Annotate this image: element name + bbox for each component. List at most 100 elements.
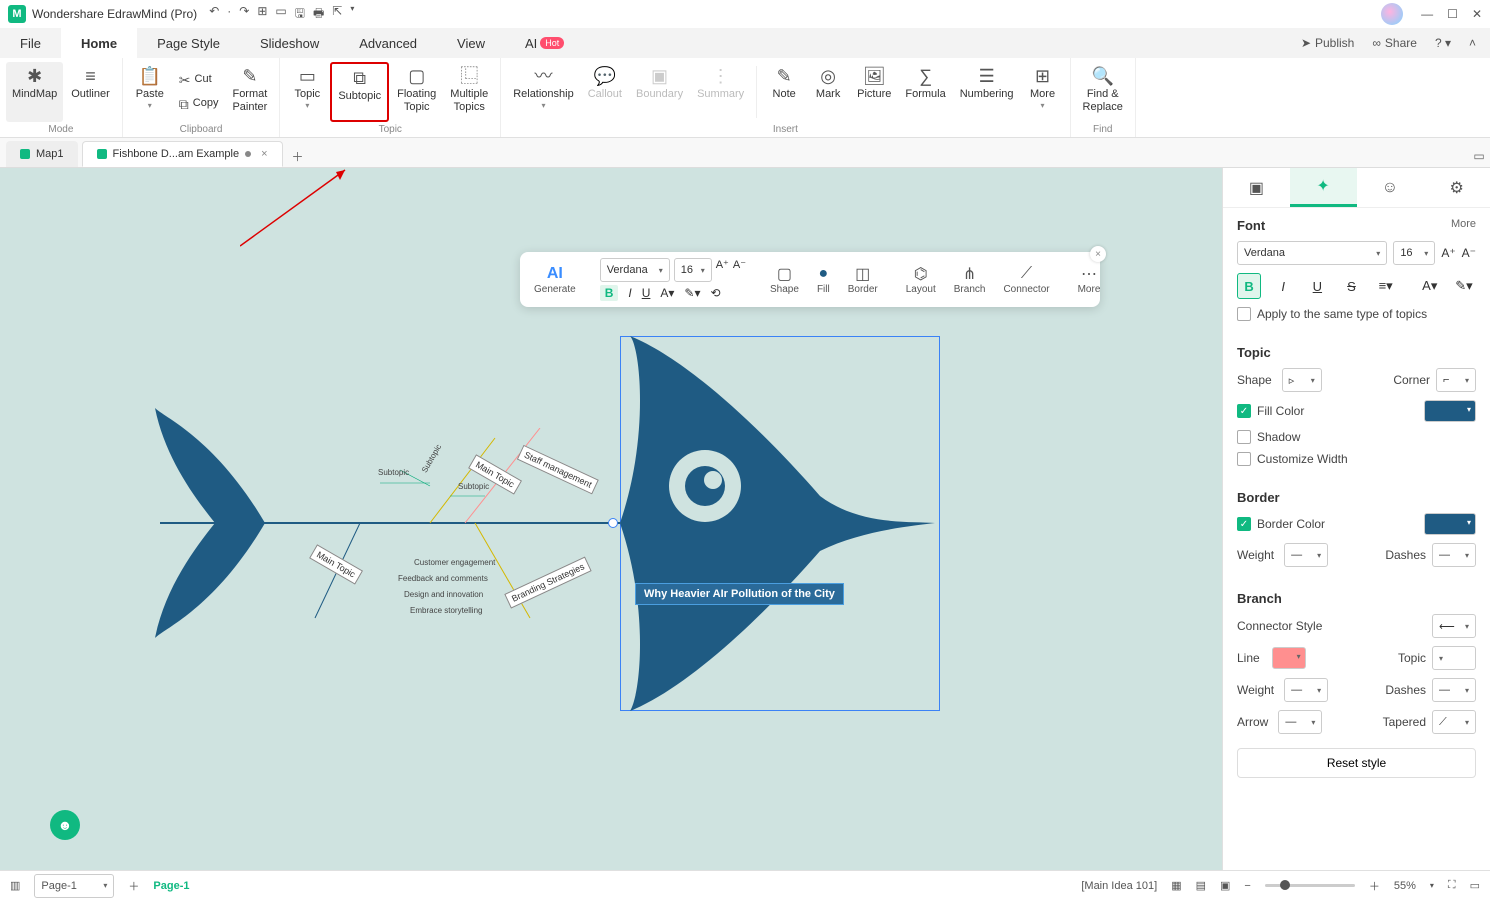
branch-dash-dd[interactable]: —▾	[1432, 678, 1476, 702]
new-icon[interactable]: ⊞	[257, 4, 267, 25]
note-button[interactable]: ✎Note	[763, 62, 805, 122]
format-painter-button[interactable]: ✎Format Painter	[226, 62, 273, 122]
menu-advanced[interactable]: Advanced	[339, 28, 437, 58]
multiple-topics-button[interactable]: ⿺Multiple Topics	[444, 62, 494, 122]
float-layout-button[interactable]: ⌬Layout	[898, 262, 944, 297]
formula-button[interactable]: ∑Formula	[899, 62, 951, 122]
find-replace-button[interactable]: 🔍Find & Replace	[1077, 62, 1129, 122]
publish-button[interactable]: ➤ Publish	[1301, 36, 1354, 50]
bold-button[interactable]: B	[600, 285, 619, 301]
leaf-1[interactable]: Customer engagement	[414, 558, 495, 567]
clear-format-button[interactable]: ⟲	[711, 286, 721, 300]
undo-icon[interactable]: ↶	[209, 4, 219, 25]
apply-same-chk[interactable]	[1237, 307, 1251, 321]
float-more-button[interactable]: ⋯More	[1070, 262, 1109, 297]
border-dash-dd[interactable]: —▾	[1432, 543, 1476, 567]
font-family-dd[interactable]: Verdana▾	[1237, 241, 1387, 265]
current-page-label[interactable]: Page-1	[153, 880, 189, 892]
save-icon[interactable]: 🖫	[295, 4, 305, 25]
branch-topic-dd[interactable]: ▾	[1432, 646, 1476, 670]
layout-icon[interactable]: ▤	[1196, 879, 1206, 892]
mindmap-button[interactable]: ✱MindMap	[6, 62, 63, 122]
float-shape-button[interactable]: ▢Shape	[762, 262, 807, 297]
doc-tab-fishbone[interactable]: Fishbone D...am Example×	[82, 141, 283, 167]
numbering-button[interactable]: ☰Numbering	[954, 62, 1020, 122]
shadow-chk[interactable]	[1237, 430, 1251, 444]
fillcolor-chk[interactable]: ✓	[1237, 404, 1251, 418]
picture-button[interactable]: 🖼Picture	[851, 62, 897, 122]
float-connector-button[interactable]: ⟋Connector	[995, 262, 1057, 297]
copy-button[interactable]: ⧉Copy	[173, 93, 225, 115]
leaf-2[interactable]: Feedback and comments	[398, 574, 488, 583]
side-fontcolor[interactable]: A▾	[1418, 273, 1442, 299]
side-italic[interactable]: I	[1271, 273, 1295, 299]
floating-topic-button[interactable]: ▢Floating Topic	[391, 62, 442, 122]
pages-icon[interactable]: ▥	[10, 879, 20, 892]
page-dd[interactable]: Page-1▾	[34, 874, 114, 898]
menu-home[interactable]: Home	[61, 28, 137, 58]
minimize-button[interactable]: —	[1421, 7, 1433, 21]
branch-weight-dd[interactable]: —▾	[1284, 678, 1328, 702]
side-highlight[interactable]: ✎▾	[1452, 273, 1476, 299]
shrink-font-icon[interactable]: A⁻	[733, 258, 746, 282]
user-avatar[interactable]	[1381, 3, 1403, 25]
grow-font-btn[interactable]: A⁺	[1441, 246, 1455, 260]
linecolor-swatch[interactable]: ▾	[1272, 647, 1306, 669]
export-icon[interactable]: ⇱	[332, 4, 342, 25]
print-icon[interactable]: 🖶	[313, 4, 324, 25]
subtopic-3[interactable]: Subtopic	[458, 482, 489, 491]
add-tab-button[interactable]: ＋	[287, 145, 309, 167]
side-align[interactable]: ≡▾	[1374, 273, 1398, 299]
canvas[interactable]: × AIGenerate Verdana▾ 16▾ A⁺ A⁻ B I U A▾…	[0, 168, 1222, 870]
menu-file[interactable]: File	[0, 28, 61, 58]
customwidth-chk[interactable]	[1237, 452, 1251, 466]
border-weight-dd[interactable]: —▾	[1284, 543, 1328, 567]
grow-font-icon[interactable]: A⁺	[716, 258, 729, 282]
chatbot-button[interactable]: ☻	[50, 810, 80, 840]
help-button[interactable]: ? ▾	[1435, 36, 1451, 50]
float-font-dd[interactable]: Verdana▾	[600, 258, 670, 282]
zoom-dd[interactable]: ▾	[1430, 881, 1434, 890]
fit2-icon[interactable]: ▣	[1220, 879, 1230, 892]
redo-icon[interactable]: ↷	[239, 4, 249, 25]
relationship-button[interactable]: 〰Relationship▾	[507, 62, 580, 122]
tab-overflow-button[interactable]: ▭	[1468, 145, 1490, 167]
leaf-3[interactable]: Design and innovation	[404, 590, 483, 599]
menu-view[interactable]: View	[437, 28, 505, 58]
tapered-dd[interactable]: ⟋▾	[1432, 710, 1476, 734]
paste-button[interactable]: 📋Paste▾	[129, 62, 171, 122]
add-page-button[interactable]: ＋	[128, 878, 139, 894]
sidetab-style[interactable]: ✦	[1290, 168, 1357, 207]
menu-ai[interactable]: AIHot	[505, 28, 584, 58]
float-size-dd[interactable]: 16▾	[674, 258, 712, 282]
close-button[interactable]: ✕	[1472, 7, 1482, 21]
menu-pagestyle[interactable]: Page Style	[137, 28, 240, 58]
tab-close-icon[interactable]: ×	[261, 148, 267, 160]
leaf-4[interactable]: Embrace storytelling	[410, 606, 482, 615]
outliner-button[interactable]: ≡Outliner	[65, 62, 116, 122]
highlight-button[interactable]: ✎▾	[684, 286, 700, 300]
underline-button[interactable]: U	[642, 286, 651, 300]
cut-button[interactable]: ✂Cut	[173, 69, 225, 91]
present-icon[interactable]: ▭	[1470, 879, 1480, 892]
sidetab-emoji[interactable]: ☺	[1357, 168, 1424, 207]
side-strike[interactable]: S	[1339, 273, 1363, 299]
topic-button[interactable]: ▭Topic▾	[286, 62, 328, 122]
subtopic-1[interactable]: Subtopic	[378, 468, 409, 477]
side-bold[interactable]: B	[1237, 273, 1261, 299]
float-branch-button[interactable]: ⋔Branch	[946, 262, 994, 297]
float-fill-button[interactable]: ●Fill	[809, 262, 838, 297]
side-underline[interactable]: U	[1305, 273, 1329, 299]
fillcolor-swatch[interactable]: ▾	[1424, 400, 1476, 422]
zoom-out-button[interactable]: −	[1244, 880, 1250, 892]
ai-generate-button[interactable]: AIGenerate	[526, 262, 584, 297]
zoom-in-button[interactable]: ＋	[1369, 878, 1380, 894]
connstyle-dd[interactable]: ⟵▾	[1432, 614, 1476, 638]
side-font-more[interactable]: More	[1451, 218, 1476, 233]
bordercolor-swatch[interactable]: ▾	[1424, 513, 1476, 535]
float-border-button[interactable]: ◫Border	[840, 262, 886, 297]
font-color-button[interactable]: A▾	[660, 286, 674, 300]
menu-slideshow[interactable]: Slideshow	[240, 28, 339, 58]
open-icon[interactable]: ▭	[275, 4, 286, 25]
zoom-slider[interactable]	[1265, 884, 1355, 887]
